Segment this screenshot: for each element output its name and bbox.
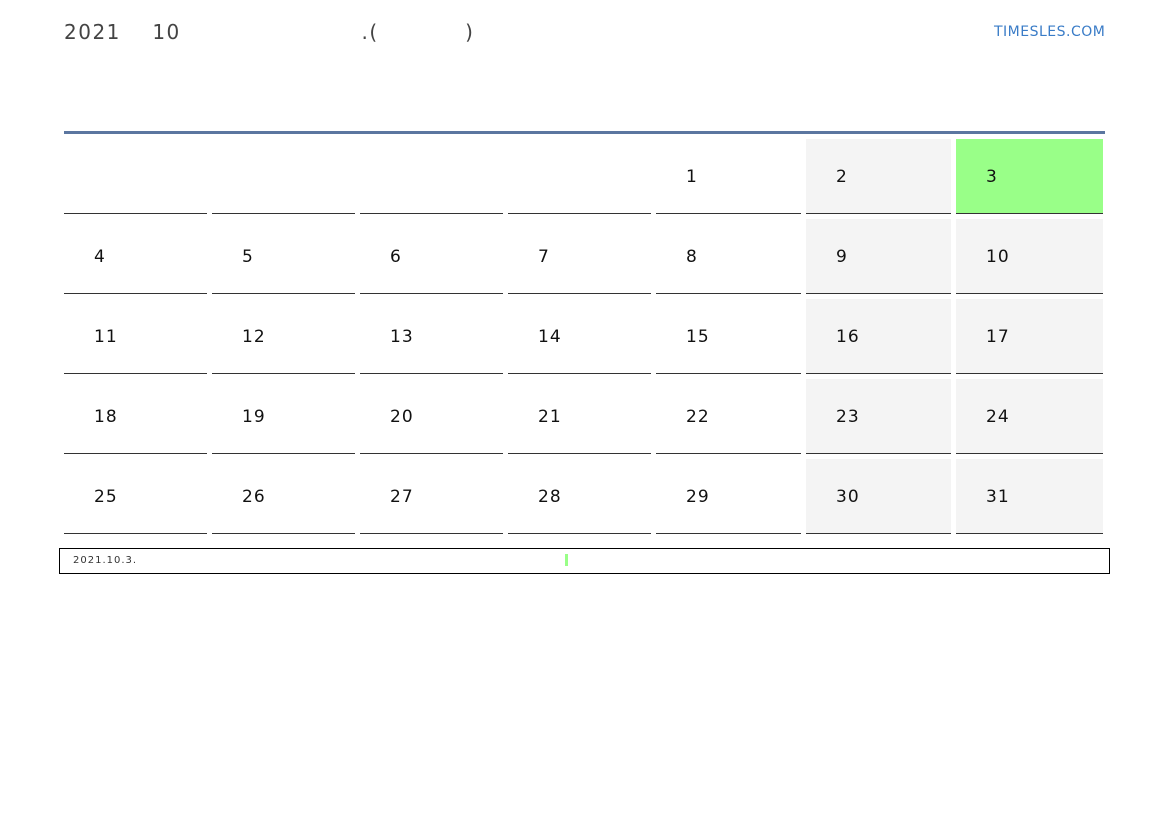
day-number: 2: [836, 167, 848, 187]
day-number: 4: [94, 247, 106, 267]
calendar-empty-cell: [508, 139, 651, 214]
calendar-day[interactable]: 27: [360, 459, 503, 534]
day-number: 28: [538, 487, 562, 507]
day-number: 30: [836, 487, 860, 507]
calendar-day[interactable]: 29: [656, 459, 801, 534]
day-number: 18: [94, 407, 118, 427]
calendar-day[interactable]: 30: [806, 459, 951, 534]
day-number: 13: [390, 327, 414, 347]
calendar-day[interactable]: 4: [64, 219, 207, 294]
calendar-day[interactable]: 3: [956, 139, 1103, 214]
day-number: 11: [94, 327, 118, 347]
calendar-day[interactable]: 12: [212, 299, 355, 374]
calendar-empty-cell: [212, 139, 355, 214]
calendar-day[interactable]: 18: [64, 379, 207, 454]
calendar-day[interactable]: 28: [508, 459, 651, 534]
day-number: 7: [538, 247, 550, 267]
day-number: 6: [390, 247, 402, 267]
calendar-day[interactable]: 26: [212, 459, 355, 534]
day-number: 25: [94, 487, 118, 507]
calendar-day[interactable]: 19: [212, 379, 355, 454]
site-logo-link[interactable]: TIMESLES.COM: [994, 24, 1106, 40]
day-number: 27: [390, 487, 414, 507]
day-number: 15: [686, 327, 710, 347]
day-number: 5: [242, 247, 254, 267]
calendar-day[interactable]: 24: [956, 379, 1103, 454]
calendar-day[interactable]: 15: [656, 299, 801, 374]
header-divider: [64, 131, 1105, 134]
calendar-day[interactable]: 22: [656, 379, 801, 454]
calendar-day[interactable]: 8: [656, 219, 801, 294]
day-number: 19: [242, 407, 266, 427]
day-number: 16: [836, 327, 860, 347]
day-number: 8: [686, 247, 698, 267]
calendar-day[interactable]: 5: [212, 219, 355, 294]
footer-bar: 2021.10.3.: [59, 548, 1110, 574]
calendar-day[interactable]: 13: [360, 299, 503, 374]
calendar-empty-cell: [360, 139, 503, 214]
page-title: 2021 10 .( ): [64, 20, 475, 44]
calendar-day[interactable]: 21: [508, 379, 651, 454]
calendar-day[interactable]: 9: [806, 219, 951, 294]
calendar-day[interactable]: 11: [64, 299, 207, 374]
day-number: 24: [986, 407, 1010, 427]
footer-date: 2021.10.3.: [73, 555, 138, 566]
day-number: 9: [836, 247, 848, 267]
day-number: 14: [538, 327, 562, 347]
day-number: 29: [686, 487, 710, 507]
calendar-day[interactable]: 14: [508, 299, 651, 374]
day-number: 12: [242, 327, 266, 347]
day-number: 21: [538, 407, 562, 427]
calendar-day[interactable]: 23: [806, 379, 951, 454]
calendar-day[interactable]: 6: [360, 219, 503, 294]
calendar-day[interactable]: 2: [806, 139, 951, 214]
day-number: 10: [986, 247, 1010, 267]
calendar-day[interactable]: 25: [64, 459, 207, 534]
calendar-day[interactable]: 10: [956, 219, 1103, 294]
calendar-day[interactable]: 7: [508, 219, 651, 294]
calendar-grid: 1 2 3 4 5 6 7 8 9 10 11 12 13 14 15 16 17 18 19 20 21 22 23 24 2…: [64, 139, 1105, 534]
calendar-day[interactable]: 20: [360, 379, 503, 454]
day-number: 26: [242, 487, 266, 507]
day-number: 31: [986, 487, 1010, 507]
day-number: 3: [986, 167, 998, 187]
calendar-day[interactable]: 31: [956, 459, 1103, 534]
day-number: 20: [390, 407, 414, 427]
day-number: 23: [836, 407, 860, 427]
day-number: 22: [686, 407, 710, 427]
calendar-day[interactable]: 1: [656, 139, 801, 214]
today-marker: [565, 554, 568, 566]
day-number: 1: [686, 167, 698, 187]
day-number: 17: [986, 327, 1010, 347]
calendar-empty-cell: [64, 139, 207, 214]
calendar-day[interactable]: 17: [956, 299, 1103, 374]
calendar-day[interactable]: 16: [806, 299, 951, 374]
